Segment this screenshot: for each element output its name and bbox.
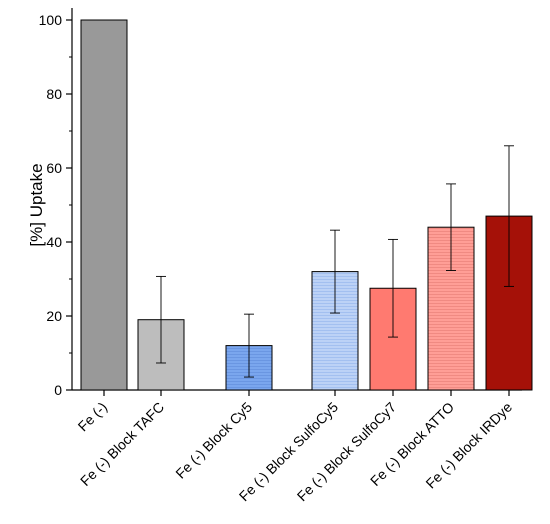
error-bars bbox=[156, 145, 514, 378]
x-tick-label: Fe (-) bbox=[75, 399, 111, 435]
y-axis: 0 20 40 60 80 100 bbox=[39, 8, 73, 398]
x-tick-label: Fe (-) Block SulfoCy5 bbox=[236, 399, 342, 505]
y-tick-label: 0 bbox=[54, 382, 62, 398]
y-tick-label: 80 bbox=[46, 86, 62, 102]
y-tick-label: 20 bbox=[46, 308, 62, 324]
x-tick-label: Fe (-) Block Cy5 bbox=[172, 399, 255, 482]
bar bbox=[80, 19, 128, 391]
bars bbox=[80, 19, 533, 391]
y-tick-label: 40 bbox=[46, 234, 62, 250]
y-axis-title: [%] Uptake bbox=[27, 163, 46, 246]
y-tick-label: 100 bbox=[39, 12, 63, 28]
x-tick-label: Fe (-) Block SulfoCy7 bbox=[294, 399, 400, 505]
x-axis: Fe (-)Fe (-) Block TAFC Fe (-) Block Cy5F… bbox=[72, 389, 522, 505]
y-tick-label: 60 bbox=[46, 160, 62, 176]
